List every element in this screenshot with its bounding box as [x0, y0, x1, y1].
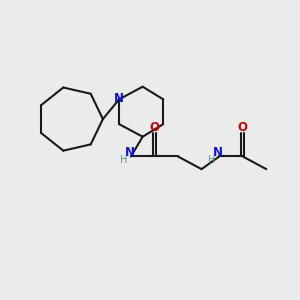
Text: H: H	[120, 155, 127, 165]
Text: N: N	[125, 146, 135, 159]
Text: N: N	[114, 92, 124, 105]
Text: O: O	[238, 121, 248, 134]
Text: H: H	[208, 155, 215, 165]
Text: O: O	[149, 121, 159, 134]
Text: N: N	[213, 146, 223, 159]
